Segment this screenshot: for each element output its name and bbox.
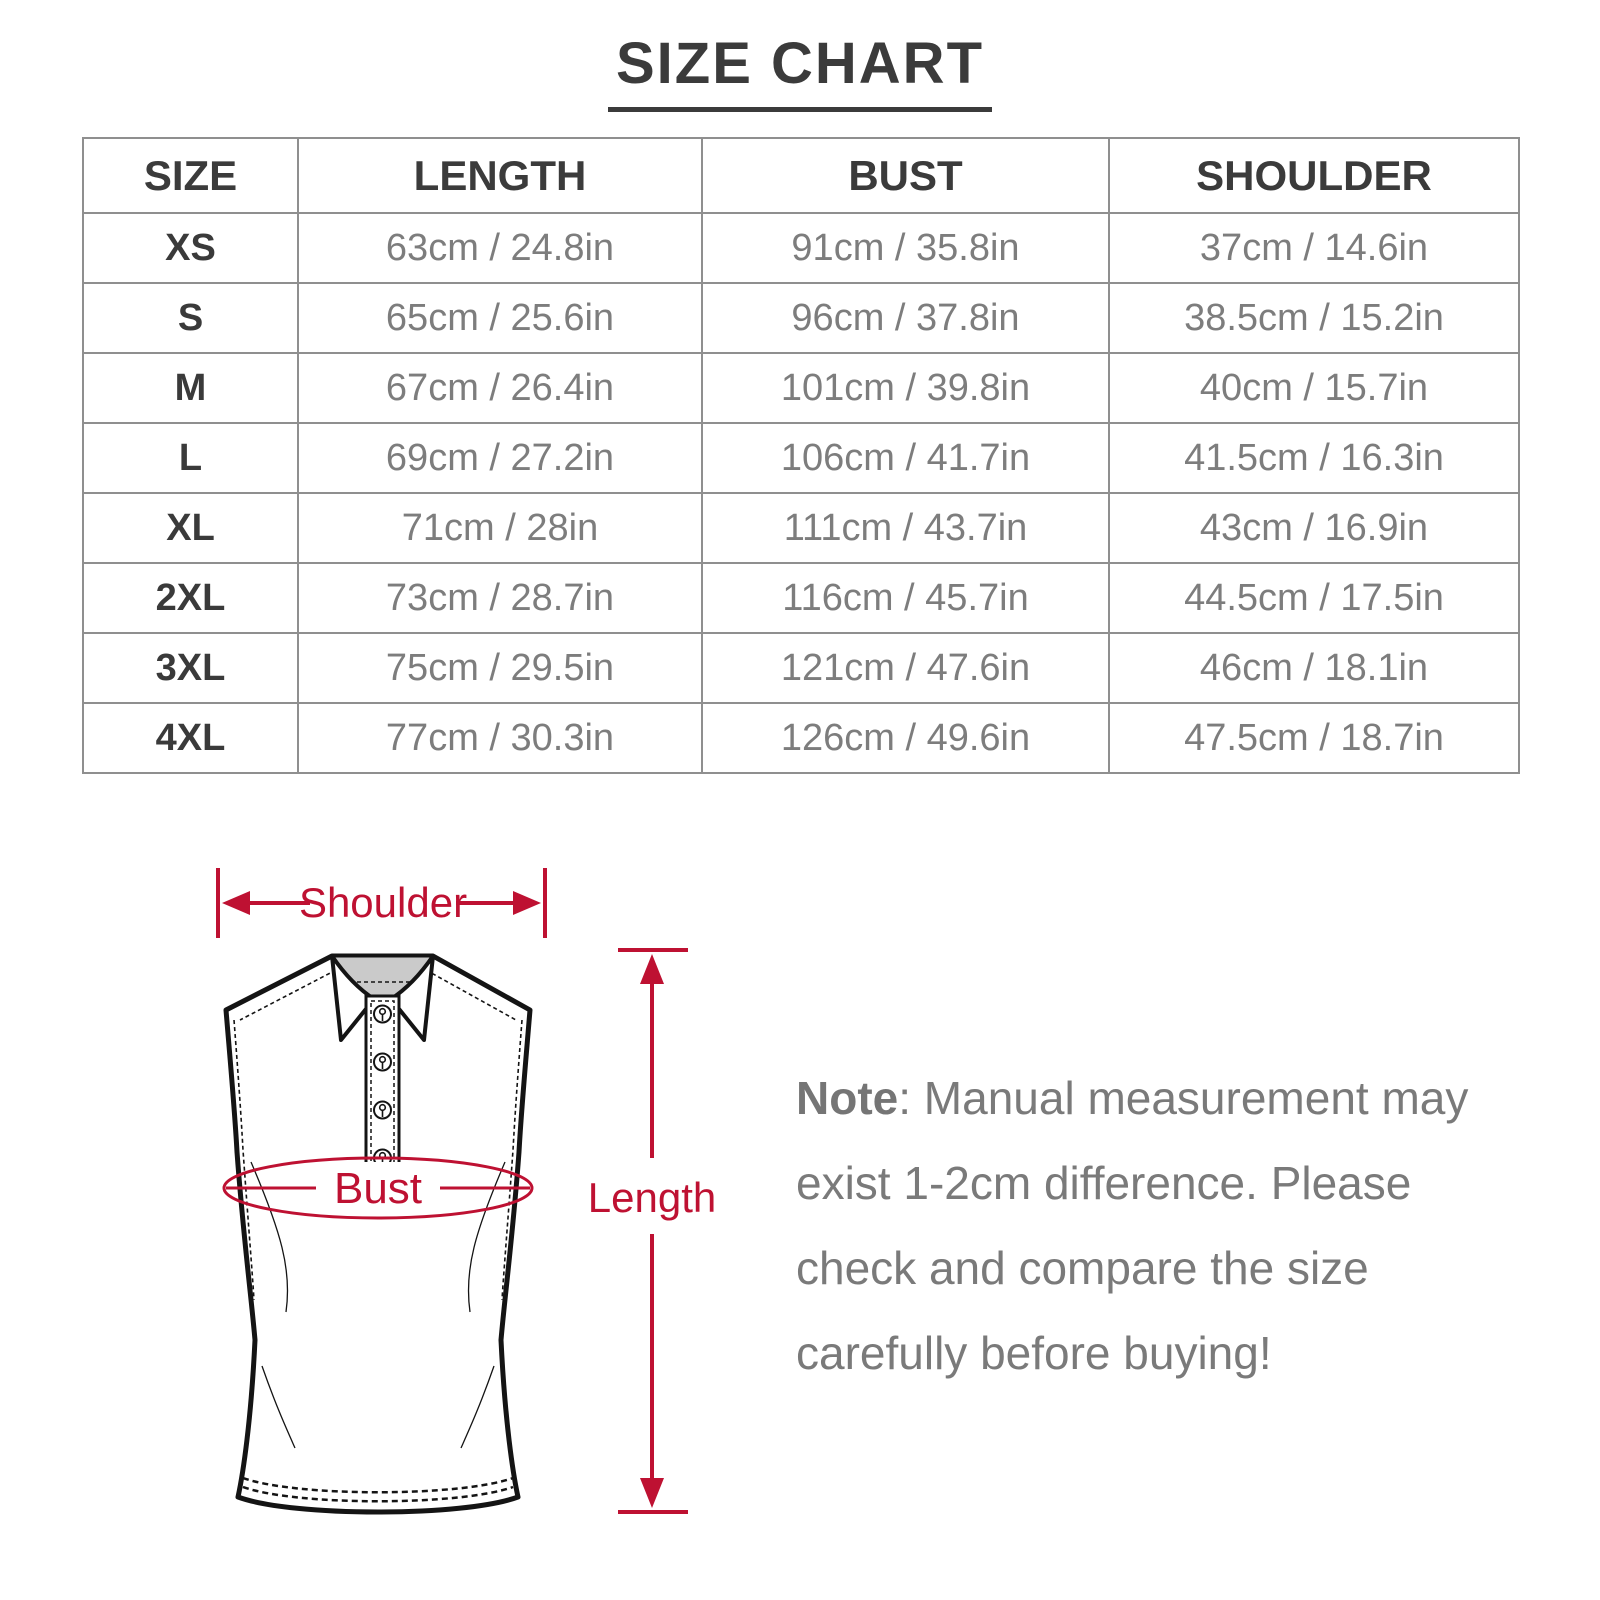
shoulder-cell: 37cm / 14.6in [1108,212,1520,284]
measurement-note: Note: Manual measurement may exist 1-2cm… [796,1056,1510,1396]
table-header-row: SIZE LENGTH BUST SHOULDER [82,137,1520,214]
size-cell: XS [82,212,299,284]
note-label: Note [796,1072,899,1124]
shoulder-dimension-arrow: Shoulder [216,868,547,938]
shoulder-cell: 44.5cm / 17.5in [1108,562,1520,634]
size-cell: L [82,422,299,494]
shirt-illustration [223,953,533,1515]
table-row: L 69cm / 27.2in 106cm / 41.7in 41.5cm / … [82,422,1520,494]
page-title: SIZE CHART [0,30,1600,112]
table-row: 2XL 73cm / 28.7in 116cm / 45.7in 44.5cm … [82,562,1520,634]
shoulder-label: Shoulder [299,879,467,926]
table-row: S 65cm / 25.6in 96cm / 37.8in 38.5cm / 1… [82,282,1520,354]
shoulder-cell: 47.5cm / 18.7in [1108,702,1520,774]
note-text: : Manual measurement may exist 1-2cm dif… [796,1072,1469,1380]
size-cell: S [82,282,299,354]
size-cell: 3XL [82,632,299,704]
table-row: 4XL 77cm / 30.3in 126cm / 49.6in 47.5cm … [82,702,1520,774]
size-table: SIZE LENGTH BUST SHOULDER XS 63cm / 24.8… [82,137,1520,774]
bust-cell: 96cm / 37.8in [701,282,1110,354]
bust-cell: 101cm / 39.8in [701,352,1110,424]
shoulder-cell: 46cm / 18.1in [1108,632,1520,704]
length-cell: 71cm / 28in [297,492,703,564]
bust-label: Bust [334,1164,422,1213]
shoulder-cell: 41.5cm / 16.3in [1108,422,1520,494]
size-cell: M [82,352,299,424]
length-cell: 63cm / 24.8in [297,212,703,284]
size-cell: XL [82,492,299,564]
length-cell: 67cm / 26.4in [297,352,703,424]
table-row: XS 63cm / 24.8in 91cm / 35.8in 37cm / 14… [82,212,1520,284]
length-dimension-arrow: Length [588,948,716,1514]
shoulder-cell: 43cm / 16.9in [1108,492,1520,564]
length-cell: 69cm / 27.2in [297,422,703,494]
placket [364,994,401,1184]
length-cell: 75cm / 29.5in [297,632,703,704]
size-cell: 2XL [82,562,299,634]
page-title-text: SIZE CHART [608,30,992,112]
table-row: 3XL 75cm / 29.5in 121cm / 47.6in 46cm / … [82,632,1520,704]
col-header-bust: BUST [701,137,1110,214]
length-label: Length [588,1174,716,1221]
length-cell: 73cm / 28.7in [297,562,703,634]
table-row: XL 71cm / 28in 111cm / 43.7in 43cm / 16.… [82,492,1520,564]
length-cell: 65cm / 25.6in [297,282,703,354]
bust-cell: 106cm / 41.7in [701,422,1110,494]
bust-cell: 126cm / 49.6in [701,702,1110,774]
col-header-size: SIZE [82,137,299,214]
buttons [373,1004,392,1168]
length-cell: 77cm / 30.3in [297,702,703,774]
size-cell: 4XL [82,702,299,774]
col-header-shoulder: SHOULDER [1108,137,1520,214]
collar-back [329,954,436,1002]
bust-cell: 91cm / 35.8in [701,212,1110,284]
col-header-length: LENGTH [297,137,703,214]
shoulder-cell: 38.5cm / 15.2in [1108,282,1520,354]
bust-cell: 121cm / 47.6in [701,632,1110,704]
bust-dimension-ellipse: Bust [222,1156,534,1220]
bust-cell: 116cm / 45.7in [701,562,1110,634]
table-row: M 67cm / 26.4in 101cm / 39.8in 40cm / 15… [82,352,1520,424]
shoulder-cell: 40cm / 15.7in [1108,352,1520,424]
bust-cell: 111cm / 43.7in [701,492,1110,564]
